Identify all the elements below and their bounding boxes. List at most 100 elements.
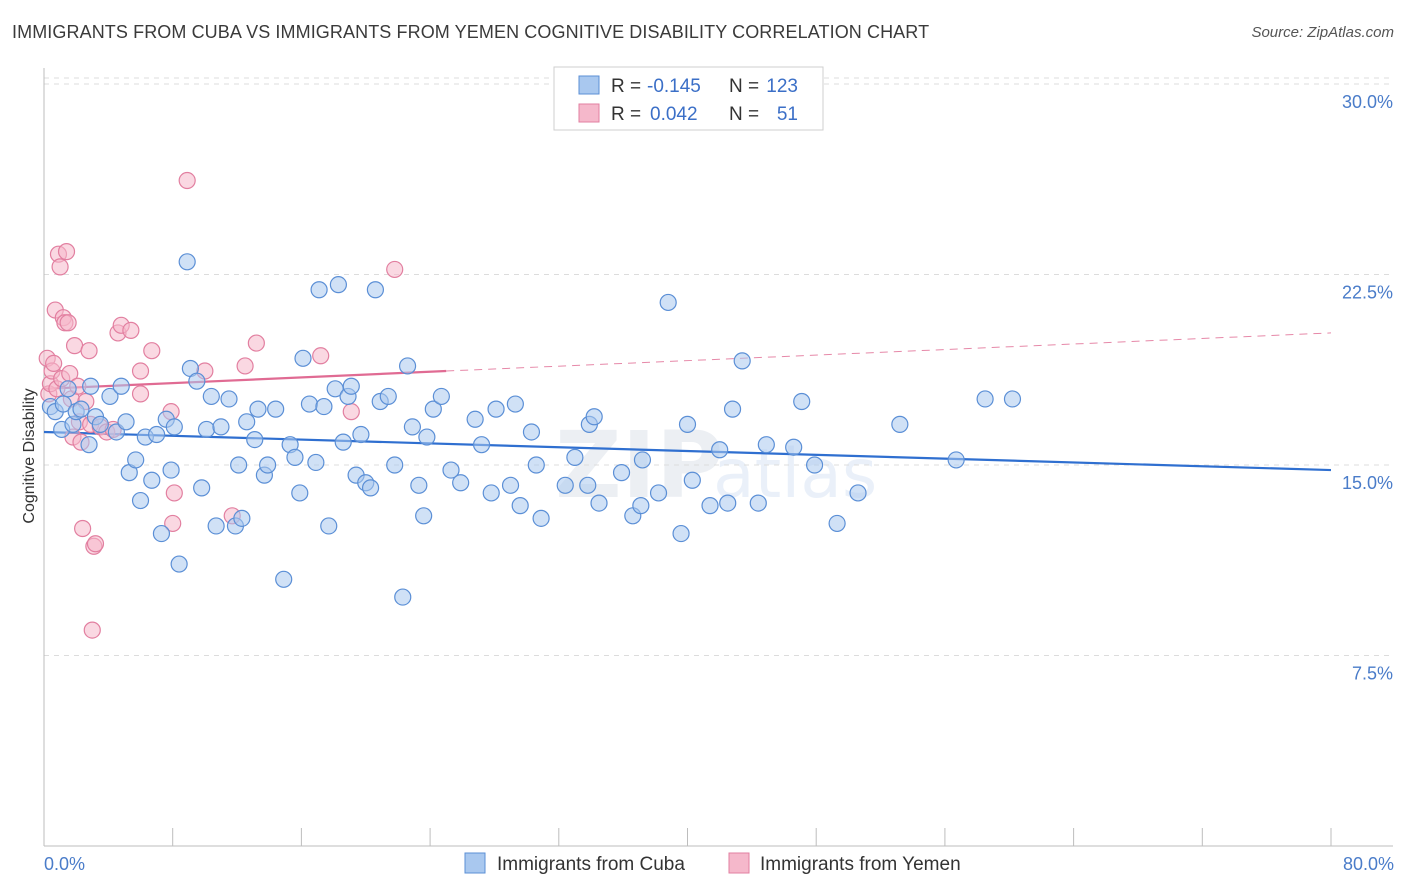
cuba-point-34 (212, 418, 230, 436)
cuba-point-31 (197, 420, 216, 439)
legend-r-label-cuba: R = (611, 76, 641, 97)
cuba-point-75 (432, 387, 450, 406)
cuba-point-22 (152, 524, 171, 543)
axes (43, 68, 1393, 847)
cuba-point-38 (233, 509, 251, 527)
y-tick-labels: 7.5% 15.0% 22.5% 30.0% (1342, 92, 1393, 684)
yemen-point-13 (59, 314, 77, 332)
cuba-point-40 (246, 431, 264, 449)
cuba-point-97 (633, 451, 652, 469)
cuba-point-18 (131, 491, 150, 510)
yemen-point-17 (65, 337, 84, 355)
cuba-point-115 (891, 415, 909, 433)
yemen-point-36 (143, 342, 161, 360)
bottom-legend-swatch-cuba (464, 852, 486, 874)
legend-n-label-cuba: N = (729, 76, 759, 97)
cuba-point-54 (320, 517, 338, 535)
yemen-point-38 (164, 514, 182, 533)
trend-line-yemen (43, 369, 447, 390)
cuba-point-109 (757, 436, 775, 454)
cuba-point-53 (315, 397, 333, 416)
cuba-point-77 (452, 474, 470, 492)
cuba-point-50 (300, 395, 319, 413)
cuba-point-73 (418, 428, 436, 446)
yemen-point-4 (45, 354, 63, 372)
cuba-point-107 (733, 352, 751, 370)
cuba-point-98 (649, 484, 668, 502)
cuba-point-15 (117, 413, 135, 431)
cuba-point-30 (193, 479, 211, 497)
cuba-point-89 (566, 448, 584, 466)
cuba-point-78 (466, 410, 484, 428)
y-tick-label-2: 22.5% (1342, 283, 1393, 303)
cuba-point-93 (590, 494, 608, 512)
cuba-point-12 (101, 387, 119, 406)
cuba-point-64 (366, 281, 385, 299)
y-tick-label-1: 15.0% (1342, 473, 1393, 493)
yemen-point-43 (236, 357, 254, 375)
trend-line-yemen-extended (446, 332, 1332, 372)
cuba-point-88 (556, 476, 574, 494)
cuba-point-11 (91, 415, 109, 433)
cuba-point-74 (424, 400, 442, 418)
legend-n-value-cuba: 123 (766, 76, 798, 97)
cuba-point-17 (127, 451, 145, 469)
yemen-point-35 (131, 362, 150, 380)
cuba-point-14 (112, 377, 130, 395)
cuba-point-32 (202, 387, 220, 406)
cuba-point-76 (442, 461, 460, 479)
legend-n-value-yemen: 51 (777, 104, 798, 125)
yemen-point-45 (312, 347, 330, 365)
cuba-point-37 (230, 456, 248, 474)
y-axis-label: Cognitive Disability (21, 388, 38, 523)
y-tick-label-0: 7.5% (1352, 664, 1393, 684)
cuba-point-68 (394, 588, 412, 606)
yemen-point-21 (74, 519, 92, 538)
cuba-point-101 (678, 415, 697, 433)
legend-r-label-yemen: R = (611, 104, 641, 125)
cuba-point-90 (579, 476, 597, 494)
cuba-point-106 (723, 400, 742, 418)
cuba-point-63 (361, 479, 380, 497)
cuba-point-41 (249, 400, 267, 418)
yemen-point-44 (247, 334, 265, 352)
cuba-point-43 (259, 456, 277, 474)
cuba-point-48 (291, 484, 309, 502)
cuba-point-39 (238, 413, 256, 431)
cuba-point-118 (1003, 390, 1022, 408)
cuba-point-84 (511, 497, 529, 515)
series-legend: Immigrants from Cuba Immigrants from Yem… (464, 852, 961, 875)
legend-swatch-cuba (578, 75, 600, 95)
legend-r-value-cuba: -0.145 (647, 76, 701, 97)
cuba-point-49 (294, 349, 312, 367)
yemen-point-25 (83, 621, 101, 639)
bottom-legend-label-cuba: Immigrants from Cuba (497, 854, 685, 875)
x-tick-label-min: 0.0% (44, 854, 85, 874)
x-tick-label-max: 80.0% (1343, 854, 1394, 874)
cuba-point-103 (701, 497, 719, 515)
cuba-point-108 (749, 494, 767, 512)
yemen-point-47 (386, 260, 404, 279)
yemen-point-40 (178, 171, 196, 190)
cuba-point-94 (612, 464, 631, 482)
cuba-point-67 (386, 456, 404, 474)
cuba-point-69 (398, 357, 417, 375)
cuba-point-29 (188, 372, 206, 390)
cuba-point-114 (849, 484, 867, 502)
cuba-point-3 (54, 395, 72, 413)
cuba-point-100 (672, 524, 690, 543)
cuba-point-59 (342, 377, 360, 395)
cuba-point-20 (143, 471, 161, 489)
cuba-point-24 (162, 461, 180, 479)
yemen-point-33 (122, 321, 140, 339)
cuba-point-110 (785, 438, 803, 456)
legend-n-label-yemen: N = (729, 104, 759, 125)
cuba-point-92 (585, 408, 603, 426)
yemen-point-27 (86, 535, 105, 553)
cuba-point-104 (711, 441, 729, 459)
legend-r-value-yemen: 0.042 (650, 104, 698, 125)
y-tick-label-3: 30.0% (1342, 92, 1393, 112)
cuba-point-81 (487, 400, 505, 418)
yemen-point-46 (342, 403, 360, 421)
cuba-point-96 (632, 497, 650, 515)
